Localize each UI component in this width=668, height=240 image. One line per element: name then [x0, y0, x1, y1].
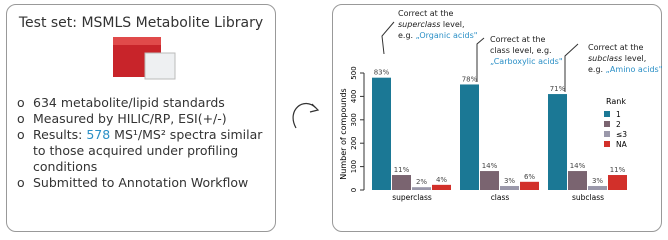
annotation: e.g. „Amino acids": [588, 65, 662, 74]
legend-swatch: [604, 111, 610, 117]
annotation-text: e.g.: [588, 65, 606, 74]
annotation-text: subclass: [588, 54, 622, 63]
bar: [460, 84, 479, 190]
annotation: e.g. „Organic acids": [398, 31, 477, 40]
annotation-text: level,: [440, 20, 464, 29]
bar: [548, 94, 567, 190]
annotation: „Carboxylic acids": [490, 57, 563, 66]
text-panel: Test set: MSMLS Metabolite Library 634 m…: [6, 4, 276, 232]
annotation-text: Correct at the: [490, 35, 546, 44]
annotation-text: superclass: [398, 20, 440, 29]
callout: [565, 44, 578, 92]
annotation: Correct at the: [398, 9, 454, 18]
bar: [412, 187, 431, 190]
annotation: class level, e.g.: [490, 46, 552, 55]
callout: [477, 38, 484, 82]
annotation-text: „Amino acids": [606, 65, 662, 74]
y-tick-label: 500: [350, 66, 358, 79]
value-label: 2%: [416, 178, 427, 186]
annotation: subclass level,: [588, 54, 646, 63]
legend-swatch: [604, 131, 610, 137]
annotation-text: level,: [622, 54, 646, 63]
value-label: 14%: [570, 162, 586, 170]
x-tick-label: class: [491, 193, 510, 202]
value-label: 14%: [482, 162, 498, 170]
bar: [608, 175, 627, 190]
y-tick-label: 100: [350, 160, 358, 173]
bullet: Submitted to Annotation Workflow: [33, 175, 275, 191]
legend-title: Rank: [606, 97, 626, 106]
value-label: 71%: [550, 85, 566, 93]
legend-label: 1: [616, 110, 621, 119]
y-axis-label: Number of compounds: [339, 88, 348, 179]
box-lid: [113, 37, 161, 45]
bullet-text: 634 metabolite/lipid standards: [33, 95, 225, 110]
value-label: 83%: [374, 69, 390, 77]
chart: Number of compounds 0 100 200 300 400 500 supe…: [332, 4, 662, 232]
x-tick-label: subclass: [572, 193, 604, 202]
value-label: 3%: [504, 177, 515, 185]
value-label: 11%: [394, 166, 410, 174]
value-label: 6%: [524, 173, 535, 181]
value-label: 3%: [592, 177, 603, 185]
annotation-text: class level, e.g.: [490, 46, 552, 55]
value-label: 4%: [436, 176, 447, 184]
bar: [520, 182, 539, 190]
bar: [500, 186, 519, 190]
page: Test set: MSMLS Metabolite Library 634 m…: [0, 0, 668, 240]
annotation-text: Correct at the: [588, 43, 644, 52]
annotation-text: „Carboxylic acids": [490, 57, 563, 66]
bullet: 634 metabolite/lipid standards: [33, 95, 275, 111]
curved-arrow: [293, 104, 316, 128]
bar: [480, 171, 499, 190]
y-tick-label: 200: [350, 137, 358, 150]
bullet-text: Results:: [33, 127, 86, 142]
y-tick-label: 0: [350, 188, 358, 192]
bullet: Results: 578 MS¹/MS² spectra similar to …: [33, 127, 275, 175]
legend-swatch: [604, 141, 610, 147]
y-tick-label: 300: [350, 113, 358, 126]
callout: [382, 22, 394, 54]
y-tick-label: 400: [350, 90, 358, 103]
bullet-text: 578: [86, 127, 110, 142]
legend-label: 2: [616, 120, 621, 129]
annotation-text: e.g.: [398, 31, 416, 40]
legend-label: NA: [616, 140, 628, 149]
annotation-text: Correct at the: [398, 9, 454, 18]
value-label: 78%: [462, 75, 478, 83]
plate: [145, 53, 175, 79]
annotation: Correct at the: [490, 35, 546, 44]
legend-swatch: [604, 121, 610, 127]
legend-label: ≤3: [616, 130, 627, 139]
bullet: Measured by HILIC/RP, ESI(+/-): [33, 111, 275, 127]
bullet-list: 634 metabolite/lipid standardsMeasured b…: [7, 95, 275, 191]
bar: [372, 78, 391, 190]
bar: [432, 185, 451, 190]
product-image: [7, 31, 275, 91]
x-tick-label: superclass: [392, 193, 432, 202]
bar: [588, 186, 607, 190]
annotation: Correct at the: [588, 43, 644, 52]
annotation-text: „Organic acids": [416, 31, 478, 40]
annotation: superclass level,: [398, 20, 465, 29]
bullet-text: Measured by HILIC/RP, ESI(+/-): [33, 111, 227, 126]
arrow: [276, 0, 336, 240]
bar: [392, 175, 411, 190]
bar: [568, 171, 587, 190]
panel-title: Test set: MSMLS Metabolite Library: [7, 15, 275, 31]
value-label: 11%: [610, 166, 626, 174]
bullet-text: Submitted to Annotation Workflow: [33, 175, 248, 190]
